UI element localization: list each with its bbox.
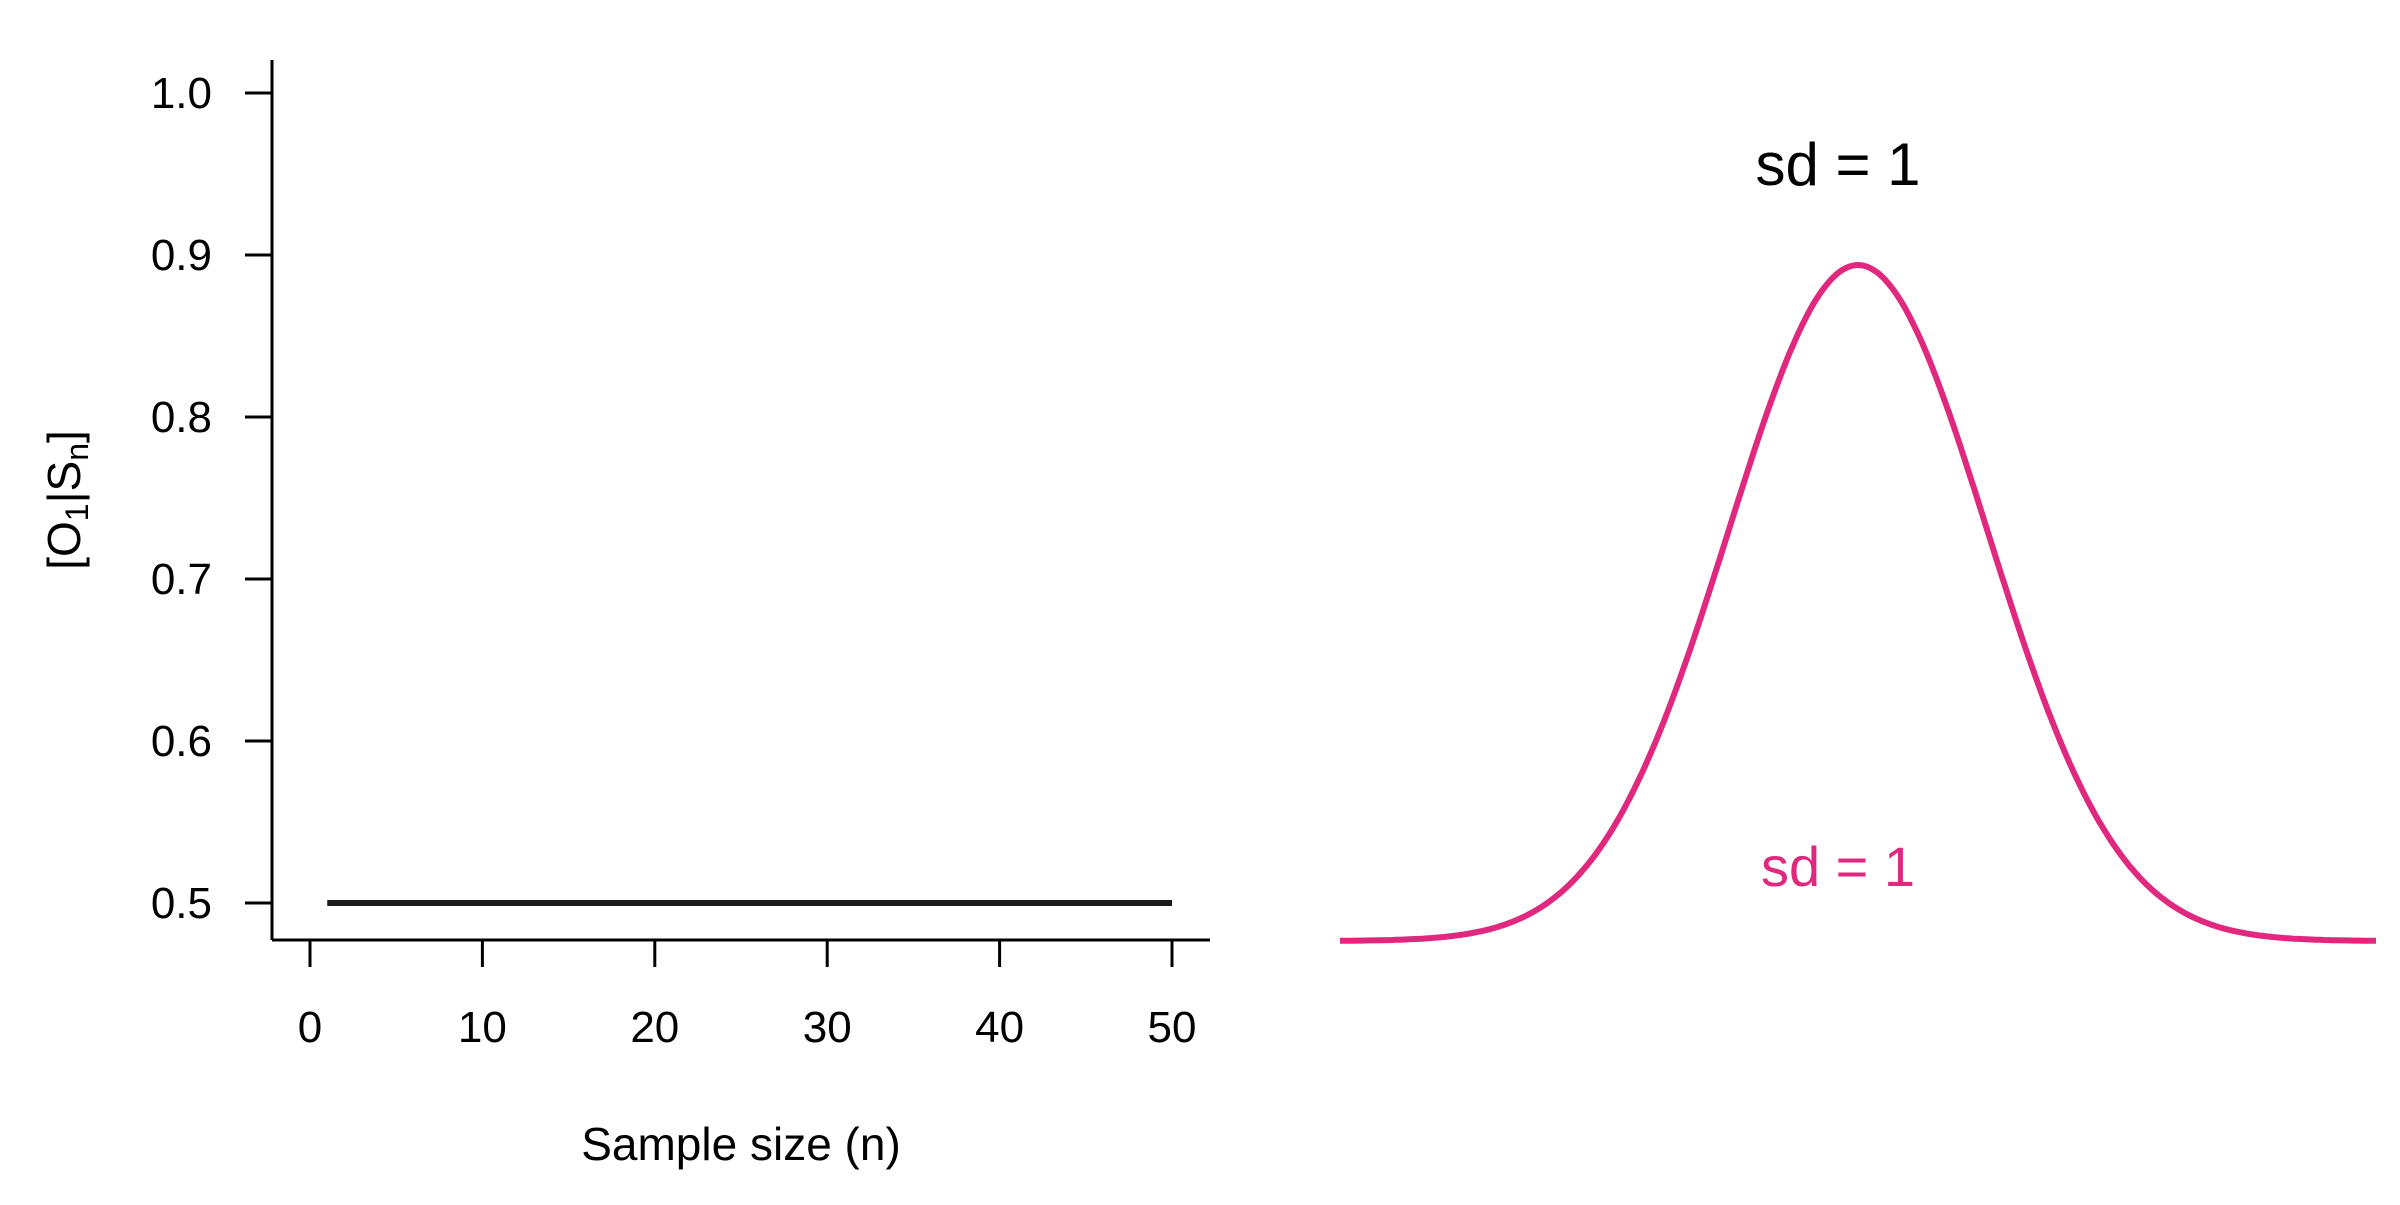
y-ticks: 0.5 0.6 0.7 0.8 0.9 1.0 — [151, 69, 272, 928]
x-tick-label: 50 — [1148, 1003, 1197, 1052]
y-tick-label: 0.5 — [151, 879, 212, 928]
y-tick-label: 0.9 — [151, 231, 212, 280]
right-panel: sd = 1 sd = 1 — [1339, 131, 2377, 944]
curve-label: sd = 1 — [1761, 835, 1915, 898]
normal-curve — [1339, 262, 2377, 944]
right-title: sd = 1 — [1755, 131, 1920, 198]
x-tick-label: 40 — [975, 1003, 1024, 1052]
x-axis-title: Sample size (n) — [581, 1118, 901, 1170]
x-ticks: 0 10 20 30 40 50 — [298, 940, 1197, 1052]
x-tick-label: 0 — [298, 1003, 322, 1052]
y-tick-label: 0.6 — [151, 717, 212, 766]
left-panel: 0.5 0.6 0.7 0.8 0.9 1.0 0 10 20 30 40 50 Sample si… — [38, 60, 1210, 1170]
x-tick-label: 10 — [458, 1003, 507, 1052]
x-tick-label: 20 — [630, 1003, 679, 1052]
y-tick-label: 0.8 — [151, 393, 212, 442]
x-tick-label: 30 — [803, 1003, 852, 1052]
y-axis-title: [O1|Sn] — [38, 430, 95, 570]
y-tick-label: 1.0 — [151, 69, 212, 118]
y-tick-label: 0.7 — [151, 555, 212, 604]
